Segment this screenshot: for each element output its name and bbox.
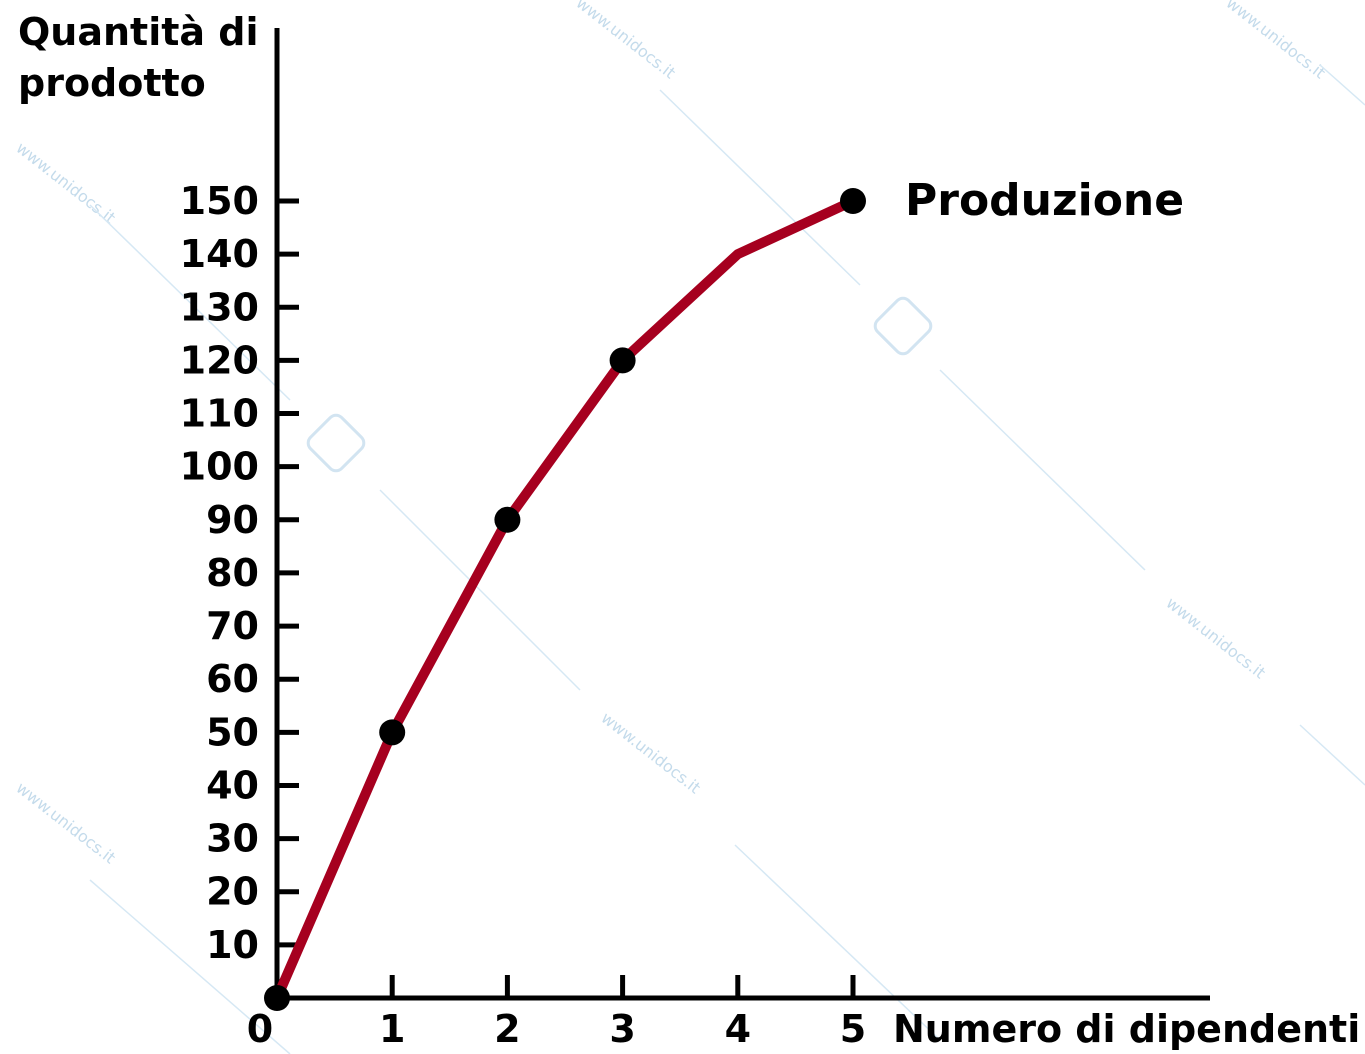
series-line-produzione	[272, 196, 858, 1003]
y-tick-label: 80	[206, 551, 259, 595]
x-tick-label: 0	[247, 1007, 273, 1051]
data-point	[264, 985, 290, 1011]
x-tick-label: 3	[609, 1007, 635, 1051]
x-tick-label: 1	[379, 1007, 405, 1051]
watermark-line	[1299, 724, 1365, 786]
x-axis-ticks: 0 1 2 3 4 5	[247, 975, 866, 1051]
y-tick-label: 30	[206, 817, 259, 861]
y-tick-label: 20	[206, 870, 259, 914]
watermark-line	[659, 89, 861, 286]
data-point	[609, 347, 636, 374]
data-point	[840, 188, 866, 214]
y-tick-label: 120	[180, 338, 259, 382]
watermark-line	[89, 879, 291, 1054]
y-tick-label: 40	[206, 763, 259, 807]
watermark-line	[379, 489, 581, 691]
y-tick-label: 70	[206, 604, 259, 648]
x-tick-label: 2	[494, 1007, 520, 1051]
y-tick-label: 150	[180, 179, 259, 223]
series-label-produzione: Produzione	[905, 175, 1184, 226]
y-tick-label: 110	[180, 392, 259, 436]
y-tick-label: 50	[206, 710, 259, 754]
y-axis-ticks: 10 20 30 40 50 60 70 80 90 100 110 120 130 140 150	[180, 179, 299, 967]
x-axis-title: Numero di dipendenti	[893, 1007, 1360, 1051]
y-axis-title-line-1: Quantità di	[18, 10, 259, 54]
x-tick-label: 4	[725, 1007, 751, 1051]
watermark-line	[1319, 64, 1365, 106]
watermark-text: www.unidocs.it	[13, 138, 120, 227]
watermark-logo-icon	[873, 296, 933, 356]
y-tick-label: 10	[206, 923, 259, 967]
series-produzione	[264, 188, 866, 1011]
watermark-text: www.unidocs.it	[13, 778, 120, 867]
y-tick-label: 90	[206, 498, 259, 542]
y-tick-label: 130	[180, 285, 259, 329]
watermark-line	[939, 369, 1146, 571]
watermark-logo-icon	[306, 413, 366, 473]
y-tick-label: 140	[180, 232, 259, 276]
y-tick-label: 100	[180, 445, 259, 489]
watermark-text: www.unidocs.it	[1163, 593, 1270, 682]
y-tick-label: 60	[206, 657, 259, 701]
data-point	[379, 719, 406, 746]
watermark-text: www.unidocs.it	[573, 0, 680, 82]
x-tick-label: 5	[840, 1007, 866, 1051]
y-axis-title-line-2: prodotto	[18, 61, 206, 105]
watermark-line	[89, 204, 291, 401]
data-point	[494, 506, 521, 533]
watermark-text: www.unidocs.it	[1223, 0, 1330, 82]
watermark-text: www.unidocs.it	[598, 708, 705, 797]
watermark-line	[734, 844, 941, 1041]
